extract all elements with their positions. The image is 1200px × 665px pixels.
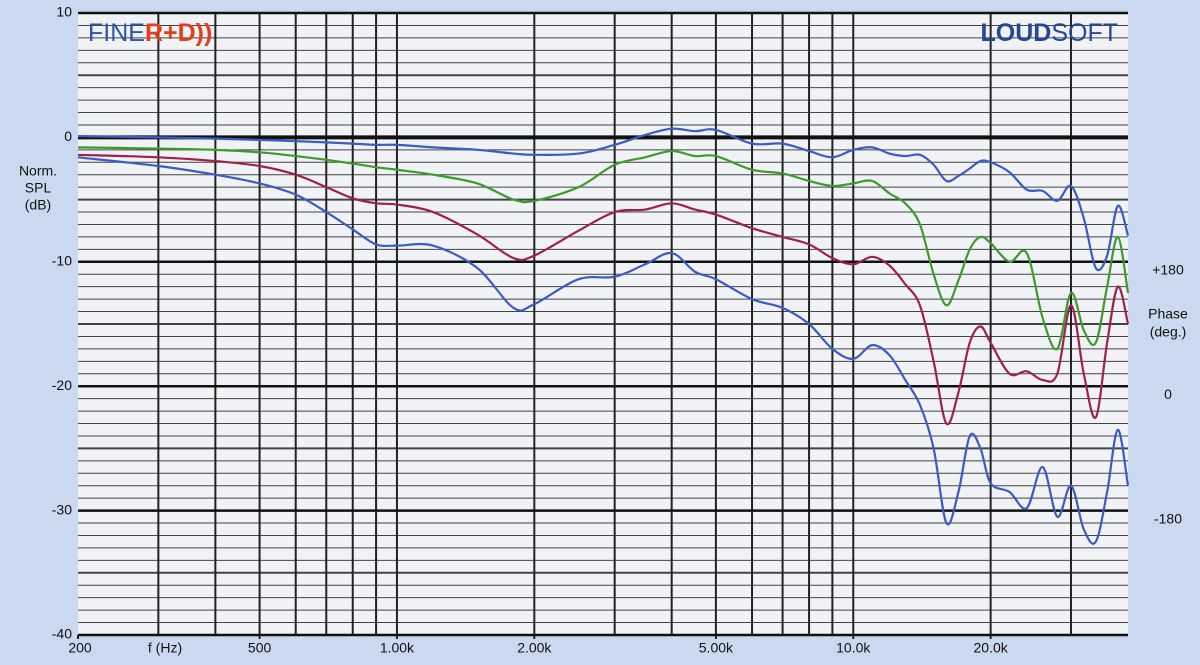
y-axis-label: SPL	[25, 180, 52, 196]
response-curve	[77, 156, 1130, 545]
x-tick-label: 20.0k	[974, 640, 1009, 656]
x-tick-label: 5.00k	[699, 640, 734, 656]
y-tick-label: -30	[52, 501, 72, 517]
y2-axis-label: Phase	[1148, 306, 1188, 322]
y-tick-label: 0	[64, 128, 72, 144]
y2-tick-label: 0	[1164, 386, 1172, 402]
curves	[77, 127, 1130, 545]
x-axis-label: f (Hz)	[148, 640, 182, 656]
y2-tick-label: +180	[1152, 262, 1184, 278]
x-tick-label: 1.00k	[380, 640, 415, 656]
brand-right: LOUDSOFT	[981, 19, 1119, 47]
y-tick-label: -10	[52, 253, 72, 269]
y-tick-label: -40	[52, 626, 72, 642]
brand-left-b: R+D))	[145, 19, 212, 47]
brand-left-a: FINE	[88, 19, 145, 47]
y-tick-label: 10	[56, 4, 72, 20]
y-axis-label: (dB)	[25, 197, 51, 213]
response-curve	[77, 127, 1130, 272]
response-curve	[77, 153, 1130, 426]
brand-left: FINER+D))	[88, 19, 212, 47]
brand-right-b: SOFT	[1051, 19, 1118, 47]
y-tick-label: -20	[52, 377, 72, 393]
x-tick-label: 500	[248, 640, 272, 656]
y2-axis-label: (deg.)	[1150, 324, 1187, 340]
x-tick-label: 10.0k	[836, 640, 871, 656]
brand-right-a: LOUD	[981, 19, 1052, 47]
y2-tick-label: -180	[1154, 510, 1182, 526]
response-curve	[77, 146, 1130, 351]
y-axis-label: Norm.	[19, 163, 57, 179]
labels: FINER+D)) LOUDSOFT f (Hz) Norm. SPL (dB)…	[19, 4, 1188, 656]
x-tick-label: 2.00k	[517, 640, 552, 656]
x-tick-label: 200	[68, 640, 92, 656]
